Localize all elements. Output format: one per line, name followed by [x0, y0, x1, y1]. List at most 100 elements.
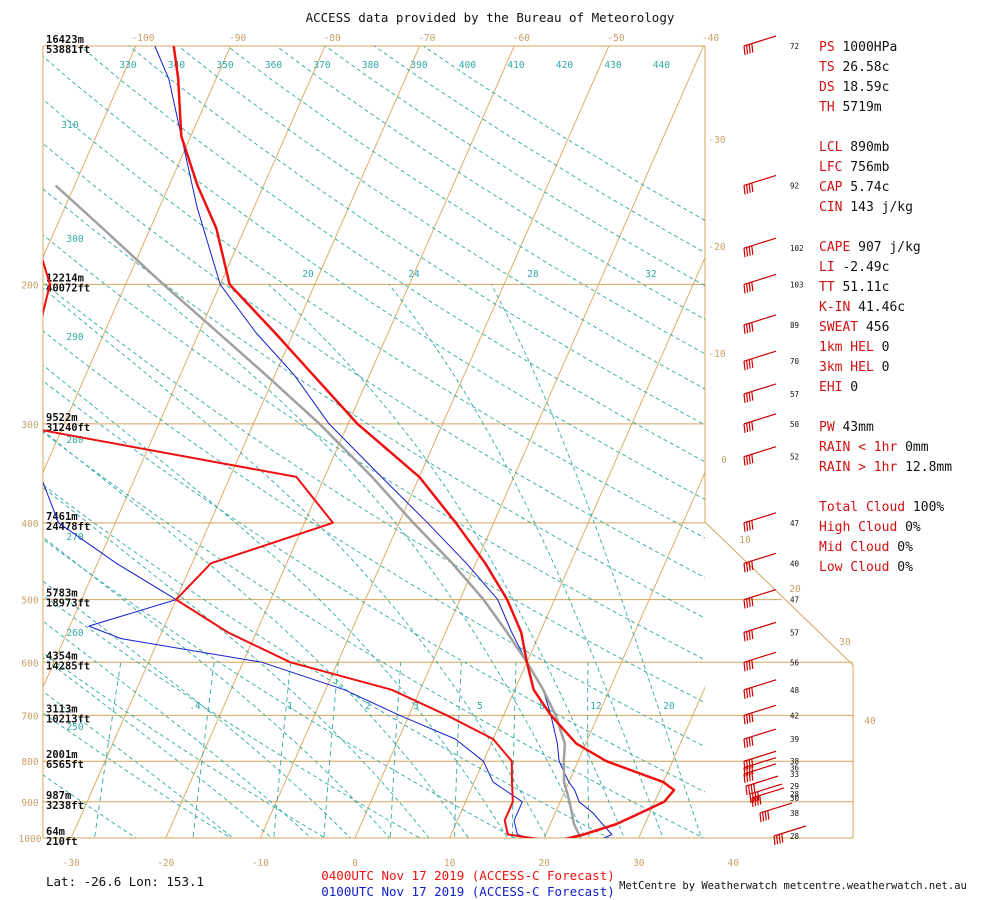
wind-barb-staff	[743, 621, 777, 633]
wind-barb-staff	[743, 704, 777, 716]
stat-label: High Cloud	[819, 520, 898, 535]
wind-barb-flag	[751, 43, 754, 53]
wind-barb-flag	[743, 324, 746, 334]
wind-barb-flag	[773, 835, 776, 846]
wind-barb	[743, 413, 777, 433]
wind-barb-staff	[743, 763, 777, 775]
stat-row: TT 51.11c	[819, 278, 952, 298]
wind-speed-label: 72	[790, 42, 799, 51]
stat-value: 456	[858, 320, 890, 335]
isotherm-line	[43, 46, 137, 259]
wind-speed-label: 29	[790, 782, 799, 791]
wind-speed-label: 36	[790, 764, 800, 773]
isotherm-line	[43, 46, 231, 474]
temp-top-label: -40	[702, 33, 719, 44]
wind-barb-flag	[743, 738, 746, 749]
wind-barb-flag	[748, 246, 751, 256]
wind-barb-flag	[746, 631, 749, 641]
stat-label: LFC	[819, 160, 843, 175]
stat-value: 0	[873, 360, 890, 375]
pressure-tick-label: 500	[21, 596, 38, 607]
wind-barb-staff	[759, 802, 793, 814]
wind-barb	[743, 383, 777, 404]
skewed-temp-label: 30	[839, 637, 851, 648]
wind-barb-flag	[746, 283, 749, 293]
theta-e-label: 440	[653, 60, 670, 71]
wind-barb-flag	[754, 797, 757, 807]
stat-label: TH	[819, 100, 835, 115]
wind-barb-staff	[749, 783, 783, 795]
temp-tick-label: 30	[633, 858, 645, 869]
temp-tick-label: 10	[444, 858, 456, 869]
wind-barb-staff	[743, 314, 777, 326]
wind-barb	[743, 446, 777, 466]
wind-barb-flag	[748, 597, 751, 608]
wind-barb	[743, 728, 777, 749]
credit-label: MetCentre by Weatherwatch metcentre.weat…	[619, 880, 967, 892]
wind-barb-flag	[748, 630, 751, 640]
theta-label: 300	[66, 234, 83, 245]
stat-value: 907 j/kg	[850, 240, 921, 255]
stat-label: EHI	[819, 380, 843, 395]
stat-row: EHI 0	[819, 378, 952, 398]
isotherm-line	[638, 686, 705, 838]
stat-value: 0mm	[897, 440, 929, 455]
wind-barb-flag	[743, 767, 746, 777]
wet-bulb-label: 28	[527, 269, 539, 280]
wind-barb	[743, 679, 777, 699]
wind-barb-flag	[751, 771, 754, 781]
theta-e-label: 350	[216, 60, 233, 71]
wet-bulb-label: 24	[408, 269, 420, 280]
isotherm-line	[449, 256, 705, 838]
wind-barb	[743, 35, 777, 56]
wet-bulb-label: 20	[302, 269, 314, 280]
stats-spacer	[819, 478, 952, 498]
wind-barb	[743, 350, 777, 371]
moist-adiabat	[43, 430, 469, 838]
wind-barb-flag	[751, 736, 754, 746]
stat-value: 890mb	[842, 140, 890, 155]
wind-barb-staff	[743, 383, 777, 395]
stat-value: 1000HPa	[834, 40, 898, 55]
wind-barb-staff	[743, 750, 777, 762]
theta-e-label: 410	[507, 60, 524, 71]
wind-barb-flag	[781, 833, 784, 843]
wind-barb-flag	[743, 773, 746, 783]
wind-barb	[773, 825, 807, 846]
pressure-tick-label: 1000	[19, 834, 42, 845]
profiles	[43, 46, 676, 838]
stat-label: PS	[819, 40, 835, 55]
theta-e-label: 370	[313, 60, 330, 71]
wind-barb-flag	[746, 714, 749, 724]
wind-speed-label: 33	[790, 770, 799, 779]
stat-value: 12.8mm	[897, 460, 953, 475]
wind-speed-label: 30	[790, 794, 800, 803]
stat-row: RAIN > 1hr 12.8mm	[819, 458, 952, 478]
skewed-temp-label: 40	[864, 716, 876, 727]
stat-row: TH 5719m	[819, 98, 952, 118]
stat-row: CAPE 907 j/kg	[819, 238, 952, 258]
stat-label: TS	[819, 60, 835, 75]
stat-row: SWEAT 456	[819, 318, 952, 338]
temperature-0400-line	[172, 46, 676, 838]
wind-barb	[743, 552, 777, 573]
stat-value: 43mm	[834, 420, 874, 435]
moist-adiabat	[43, 657, 273, 838]
moist-adiabat	[43, 287, 548, 838]
wind-barb-flag	[746, 766, 749, 776]
height-ft-label: 18973ft	[46, 598, 90, 610]
skewed-temp-label: -10	[708, 349, 725, 360]
wind-barb-flag	[778, 834, 781, 844]
wind-barb-flag	[743, 423, 746, 433]
height-ft-label: 53881ft	[46, 44, 90, 56]
dry-adiabat	[43, 431, 705, 838]
pressure-tick-label: 200	[21, 280, 38, 291]
stat-row: LI -2.49c	[819, 258, 952, 278]
wind-barb	[743, 314, 777, 334]
wind-speed-label: 70	[790, 357, 800, 366]
wind-barb-flag	[743, 361, 746, 371]
mixing-ratio-label: 8	[539, 701, 545, 712]
wind-barb-flag	[751, 245, 754, 255]
wind-barb-flag	[748, 359, 751, 369]
stat-value: 5719m	[834, 100, 882, 115]
